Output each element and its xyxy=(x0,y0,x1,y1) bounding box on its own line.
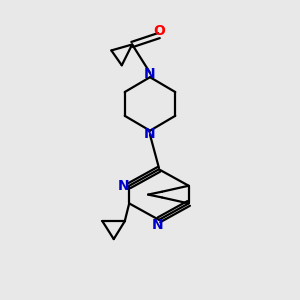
Text: N: N xyxy=(152,218,163,232)
Text: N: N xyxy=(118,179,130,193)
Text: N: N xyxy=(144,127,156,141)
Text: N: N xyxy=(144,67,156,81)
Text: O: O xyxy=(153,24,165,38)
